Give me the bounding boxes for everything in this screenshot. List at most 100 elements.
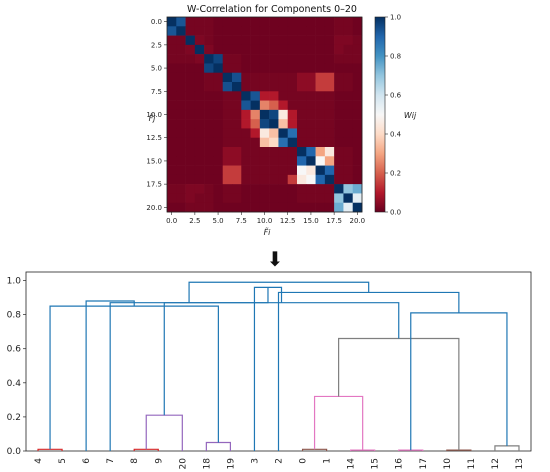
heatmap-cell: [232, 128, 242, 139]
heatmap-cell: [269, 109, 279, 120]
dendrogram-link: [163, 302, 400, 416]
heatmap-cell: [334, 137, 344, 148]
heatmap-cell: [297, 165, 307, 176]
heatmap-cell: [232, 119, 242, 129]
heatmap-cell: [315, 100, 326, 111]
heatmap-cell: [315, 54, 326, 64]
heatmap-cell: [287, 165, 298, 176]
heatmap-cell: [306, 44, 316, 55]
heatmap-cell: [232, 26, 242, 36]
dendrogram-y-tick-label: 0.0: [7, 447, 22, 457]
heatmap-cell: [343, 193, 354, 204]
heatmap-cell: [213, 100, 224, 111]
heatmap-cell: [185, 100, 196, 111]
colorbar-label: Wij: [404, 111, 417, 120]
heatmap-cell: [306, 137, 316, 148]
heatmap-cell: [241, 109, 251, 120]
heatmap-y-label: F̃j: [149, 113, 157, 123]
heatmap-cell: [213, 128, 224, 139]
heatmap-cell: [324, 100, 335, 111]
dendrogram-y-tick-label: 0.6: [7, 345, 22, 355]
heatmap-cell: [167, 54, 177, 64]
heatmap-cell: [222, 54, 233, 64]
heatmap-cell: [232, 193, 242, 204]
heatmap-cell: [194, 26, 205, 36]
heatmap-title: W-Correlation for Components 0–20: [187, 4, 357, 15]
heatmap-cell: [213, 165, 224, 176]
dendrogram-link: [145, 414, 183, 451]
heatmap-x-tick-label: 2.5: [189, 217, 200, 225]
heatmap-cell: [222, 174, 233, 185]
heatmap-cell: [352, 44, 363, 55]
heatmap-cell: [250, 82, 261, 92]
heatmap-cell: [194, 72, 205, 83]
heatmap-cell: [176, 35, 186, 46]
heatmap-cell: [241, 128, 251, 139]
heatmap-cell: [176, 137, 186, 148]
heatmap-cell: [297, 26, 307, 36]
dendrogram-leaf-label: 15: [371, 458, 381, 469]
heatmap-cell: [334, 128, 344, 139]
heatmap-cell: [259, 165, 270, 176]
heatmap-cell: [334, 109, 344, 120]
heatmap-cell: [287, 119, 298, 129]
heatmap-cell: [269, 156, 279, 166]
heatmap-cell: [185, 54, 196, 64]
heatmap-cell: [324, 174, 335, 185]
heatmap-cell: [194, 202, 205, 213]
heatmap-cell: [194, 82, 205, 92]
heatmap-cell: [334, 54, 344, 64]
heatmap-cell: [222, 165, 233, 176]
heatmap-cell: [204, 44, 214, 55]
heatmap-cell: [297, 128, 307, 139]
heatmap-cell: [269, 202, 279, 213]
heatmap-cell: [315, 63, 326, 74]
heatmap-cell: [287, 109, 298, 120]
heatmap-cell: [204, 63, 214, 74]
heatmap-cell: [334, 17, 344, 27]
heatmap-cell: [232, 165, 242, 176]
heatmap-cell: [315, 91, 326, 101]
heatmap-y-ticks: 0.0 2.5 5.0 7.5 10.0 12.5 15.0 17.5 20.0: [146, 18, 167, 212]
heatmap-cell: [278, 109, 289, 120]
heatmap-cell: [334, 119, 344, 129]
heatmap-cell: [343, 147, 354, 157]
heatmap-cell: [213, 63, 224, 74]
heatmap-cell: [334, 184, 344, 194]
heatmap-cell: [269, 137, 279, 148]
heatmap-cell: [324, 184, 335, 194]
heatmap-cell: [241, 91, 251, 101]
dendrogram-leaf-label: 7: [106, 458, 116, 464]
heatmap-cell: [269, 72, 279, 83]
heatmap-cell: [185, 174, 196, 185]
heatmap-cell: [167, 91, 177, 101]
heatmap-cell: [334, 147, 344, 157]
dendrogram-leaf-label: 12: [491, 458, 501, 469]
heatmap-x-tick-label: 12.5: [280, 217, 296, 225]
heatmap-cell: [287, 174, 298, 185]
heatmap-cell: [306, 91, 316, 101]
heatmap-cell: [352, 54, 363, 64]
heatmap-cell: [269, 17, 279, 27]
heatmap-cell: [259, 119, 270, 129]
heatmap-y-tick-label: 12.5: [146, 134, 162, 142]
heatmap-cell: [343, 72, 354, 83]
heatmap-cell: [185, 165, 196, 176]
colorbar-tick-label: 0.0: [390, 209, 401, 217]
dendrogram-leaf-label: 1: [323, 458, 333, 464]
heatmap-cell: [222, 91, 233, 101]
heatmap-cell: [287, 63, 298, 74]
heatmap-cell: [176, 91, 186, 101]
heatmap-cell: [241, 137, 251, 148]
heatmap-cell: [306, 165, 316, 176]
heatmap-cell: [232, 137, 242, 148]
heatmap-cell: [343, 91, 354, 101]
heatmap-cell: [269, 35, 279, 46]
heatmap-cell: [343, 26, 354, 36]
heatmap-cell: [213, 184, 224, 194]
dendrogram-leaf-label: 3: [250, 458, 260, 464]
heatmap-cell: [297, 100, 307, 111]
heatmap-cell: [324, 72, 335, 83]
dendrogram-link: [313, 395, 364, 451]
